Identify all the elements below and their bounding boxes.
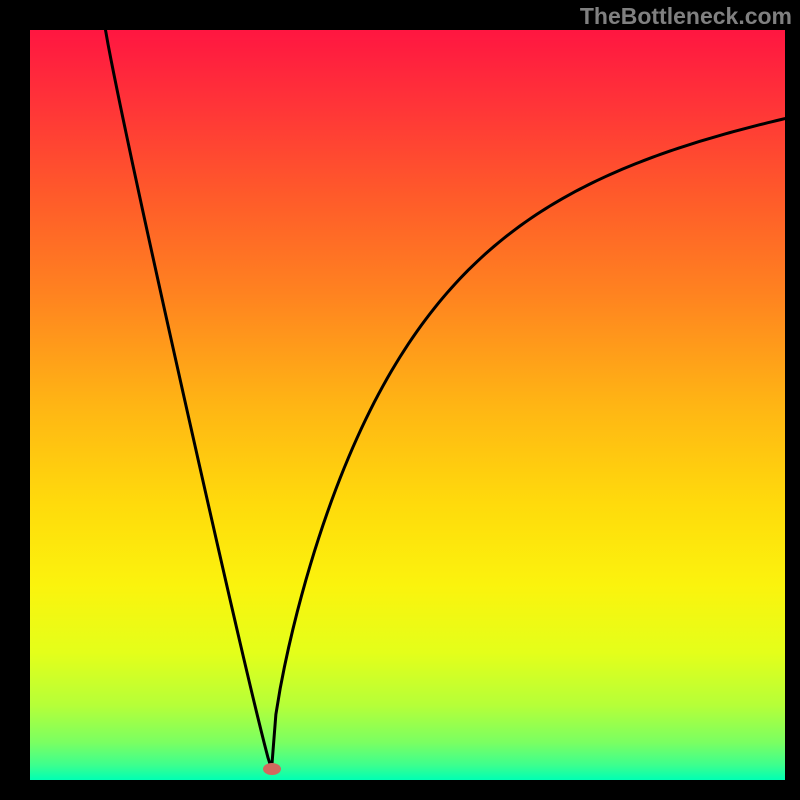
- figure-container: TheBottleneck.com: [0, 0, 800, 800]
- min-point-marker: [263, 763, 281, 775]
- plot-area: [30, 30, 785, 780]
- curve-layer: [30, 30, 785, 780]
- watermark: TheBottleneck.com: [580, 3, 792, 30]
- bottleneck-curve: [106, 30, 786, 769]
